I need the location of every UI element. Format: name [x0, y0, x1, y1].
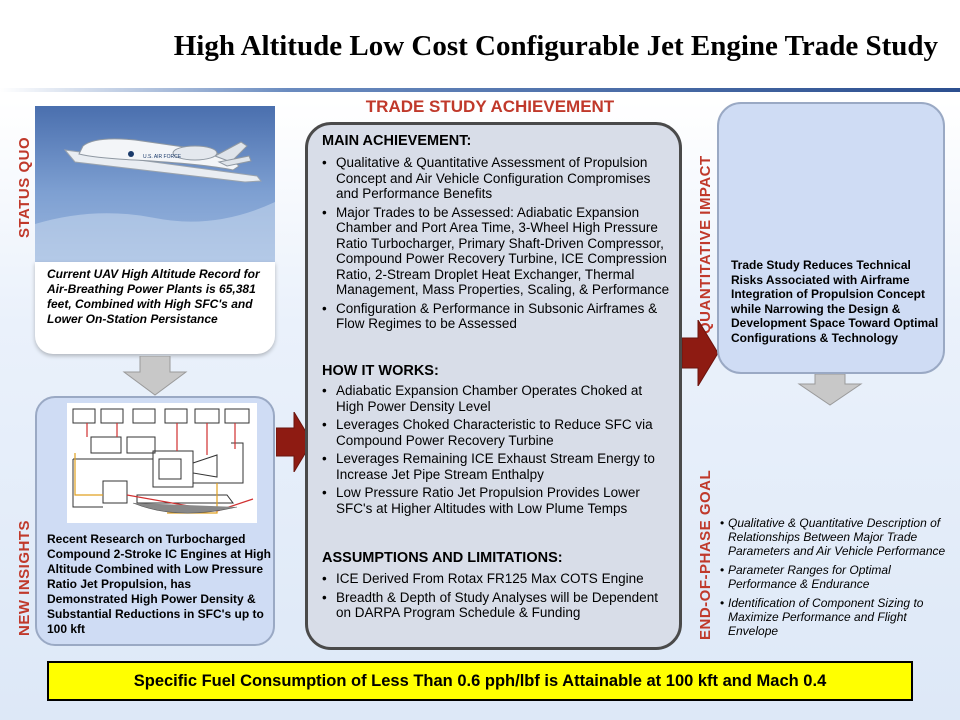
title-rule	[0, 88, 960, 92]
list-item: Adiabatic Expansion Chamber Operates Cho…	[322, 383, 672, 414]
list-item: Breadth & Depth of Study Analyses will b…	[322, 590, 672, 621]
page-title: High Altitude Low Cost Configurable Jet …	[173, 30, 938, 62]
list-item: Low Pressure Ratio Jet Propulsion Provid…	[322, 485, 672, 516]
status-quo-label: STATUS QUO	[16, 136, 33, 238]
new-insights-text: Recent Research on Turbocharged Compound…	[47, 532, 272, 636]
engine-schematic-image	[67, 403, 257, 523]
list-item: Identification of Component Sizing to Ma…	[720, 596, 956, 638]
list-item: ICE Derived From Rotax FR125 Max COTS En…	[322, 571, 672, 587]
list-item: Leverages Remaining ICE Exhaust Stream E…	[322, 451, 672, 482]
status-quo-box: Current UAV High Altitude Record for Air…	[35, 262, 275, 354]
svg-text:U.S. AIR FORCE: U.S. AIR FORCE	[143, 154, 182, 160]
list-item: Leverages Choked Characteristic to Reduc…	[322, 417, 672, 448]
end-of-phase-goal-list: Qualitative & Quantitative Description o…	[720, 516, 956, 643]
new-insights-label: NEW INSIGHTS	[16, 519, 33, 636]
assumptions-list: ICE Derived From Rotax FR125 Max COTS En…	[322, 571, 672, 624]
down-arrow-icon	[797, 374, 863, 406]
main-achievement-title: MAIN ACHIEVEMENT:	[322, 133, 472, 149]
right-arrow-icon	[276, 412, 312, 472]
how-it-works-title: HOW IT WORKS:	[322, 363, 439, 379]
quantitative-impact-label: QUANTITATIVE IMPACT	[697, 155, 714, 334]
down-arrow-icon	[122, 356, 188, 396]
trade-study-heading: TRADE STUDY ACHIEVEMENT	[365, 97, 615, 116]
list-item: Qualitative & Quantitative Assessment of…	[322, 155, 672, 202]
trade-study-box: MAIN ACHIEVEMENT: Qualitative & Quantita…	[305, 122, 682, 650]
list-item: Qualitative & Quantitative Description o…	[720, 516, 956, 558]
quantitative-impact-box: Trade Study Reduces Technical Risks Asso…	[717, 102, 945, 374]
assumptions-title: ASSUMPTIONS AND LIMITATIONS:	[322, 550, 563, 566]
list-item: Major Trades to be Assessed: Adiabatic E…	[322, 205, 672, 298]
quantitative-impact-text: Trade Study Reduces Technical Risks Asso…	[731, 258, 939, 345]
uav-image: U.S. AIR FORCE	[35, 106, 275, 264]
end-of-phase-goal-label: END-OF-PHASE GOAL	[697, 469, 714, 640]
list-item: Parameter Ranges for Optimal Performance…	[720, 563, 956, 591]
sfc-banner: Specific Fuel Consumption of Less Than 0…	[47, 661, 913, 701]
new-insights-box: Recent Research on Turbocharged Compound…	[35, 396, 275, 646]
right-arrow-icon	[682, 320, 718, 386]
status-quo-text: Current UAV High Altitude Record for Air…	[47, 267, 260, 326]
list-item: Configuration & Performance in Subsonic …	[322, 301, 672, 332]
how-it-works-list: Adiabatic Expansion Chamber Operates Cho…	[322, 383, 672, 519]
main-achievement-list: Qualitative & Quantitative Assessment of…	[322, 155, 672, 335]
